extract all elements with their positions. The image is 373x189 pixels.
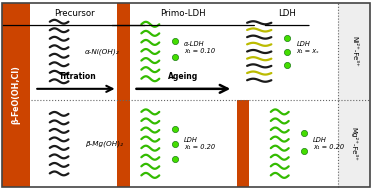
Text: α-Ni(OH)₂: α-Ni(OH)₂: [85, 48, 120, 55]
Text: Mg²⁺-Fe³⁺: Mg²⁺-Fe³⁺: [351, 127, 357, 161]
Text: LDH
x₁ = 0.20: LDH x₁ = 0.20: [313, 137, 344, 150]
Text: Primo-LDH: Primo-LDH: [160, 9, 206, 18]
Bar: [2, 3, 30, 187]
Text: LDH: LDH: [278, 9, 296, 18]
Bar: [117, 3, 130, 187]
Text: α-LDH
x₁ = 0.10: α-LDH x₁ = 0.10: [184, 41, 215, 54]
Bar: [237, 100, 249, 187]
Text: Precursor: Precursor: [54, 9, 94, 18]
Bar: [338, 3, 370, 187]
Text: β-FeO(OH,Cl): β-FeO(OH,Cl): [11, 65, 21, 124]
Text: Ni²⁺-Fe³⁺: Ni²⁺-Fe³⁺: [351, 36, 357, 67]
Text: LDH
x₁ = 0.20: LDH x₁ = 0.20: [184, 137, 215, 150]
Text: β-Mg(OH)₂: β-Mg(OH)₂: [85, 140, 123, 147]
Text: LDH
x₁ = xₛ: LDH x₁ = xₛ: [297, 41, 319, 54]
Text: Titration: Titration: [59, 72, 97, 81]
Text: Ageing: Ageing: [168, 72, 198, 81]
